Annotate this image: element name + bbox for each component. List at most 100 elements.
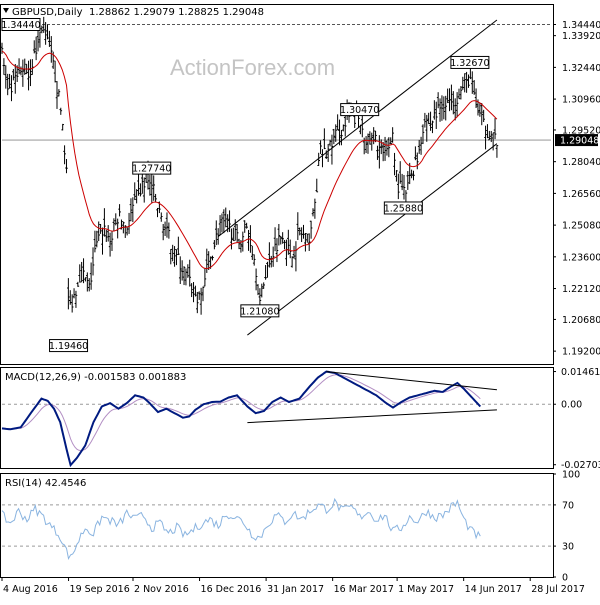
- last-price-label: 1.29048: [560, 136, 599, 147]
- rsi-title: RSI(14) 42.4546: [5, 478, 86, 489]
- rsi-y-label: 30: [562, 542, 574, 553]
- price-bar: [457, 88, 461, 100]
- price-y-label: 1.20680: [562, 315, 600, 326]
- price-y-label: 1.28040: [562, 157, 600, 168]
- price-bar: [495, 145, 499, 158]
- price-bar: [95, 230, 99, 248]
- macd-trendline: [247, 409, 497, 424]
- price-bar: [80, 261, 83, 283]
- price-bar: [330, 134, 334, 165]
- price-bar: [230, 228, 233, 250]
- rsi-y-label: 70: [562, 500, 574, 511]
- price-bar: [10, 75, 13, 102]
- price-y-label: 1.33920: [562, 31, 600, 42]
- price-bar: [275, 238, 279, 263]
- price-bar: [489, 130, 493, 143]
- ohlc-header: 1.28862 1.29079 1.28825 1.29048: [89, 7, 264, 18]
- price-bar: [252, 254, 256, 266]
- price-bar: [271, 246, 275, 267]
- price-bar: [34, 36, 38, 61]
- price-bar: [461, 76, 465, 90]
- price-bar: [279, 236, 283, 245]
- price-bar: [222, 209, 226, 234]
- price-bar: [243, 220, 247, 233]
- price-bar: [218, 215, 222, 236]
- price-bar: [29, 59, 32, 87]
- price-bar: [156, 207, 159, 218]
- price-bar: [419, 136, 423, 155]
- price-bar: [55, 81, 59, 109]
- price-bar: [484, 125, 487, 150]
- rsi-layer: [1, 497, 481, 561]
- price-bar: [285, 239, 288, 266]
- price-y-label: 1.29520: [562, 125, 600, 136]
- price-bar: [463, 73, 466, 93]
- price-bar: [478, 102, 482, 117]
- annotation-label: 1.19460: [49, 341, 88, 352]
- price-annotation: 1.30470: [340, 103, 379, 117]
- price-bar: [106, 225, 110, 242]
- price-bar: [188, 259, 192, 287]
- price-bar: [101, 227, 104, 255]
- x-tick-label: 16 Mar 2017: [334, 584, 394, 595]
- price-bar: [103, 208, 106, 237]
- price-bar: [171, 244, 174, 262]
- price-bar: [61, 123, 64, 131]
- price-bar: [167, 222, 171, 239]
- price-bar: [0, 42, 4, 54]
- price-bar: [2, 58, 6, 75]
- price-bar: [277, 224, 281, 246]
- price-bar: [194, 285, 197, 297]
- price-bar: [36, 27, 40, 52]
- price-bar: [154, 193, 157, 202]
- price-bar: [15, 65, 19, 82]
- price-bar: [50, 36, 53, 63]
- x-tick-label: 4 Aug 2016: [3, 584, 58, 595]
- price-annotation: 1.32670: [450, 55, 490, 69]
- price-bar: [27, 60, 30, 91]
- price-bar: [262, 282, 265, 289]
- price-bar: [287, 229, 290, 255]
- price-bar: [235, 224, 239, 243]
- price-bar: [467, 74, 470, 88]
- price-bar: [400, 173, 404, 191]
- price-bar: [336, 114, 339, 131]
- rsi-panel-frame: [0, 473, 554, 578]
- last-price-box: [555, 134, 598, 147]
- price-bar: [385, 140, 389, 156]
- price-bar: [256, 284, 260, 296]
- price-bar: [32, 40, 36, 54]
- price-bar: [182, 266, 186, 286]
- price-bar: [89, 262, 93, 290]
- price-bar: [486, 124, 489, 139]
- price-bar: [391, 127, 394, 143]
- price-bar: [268, 242, 271, 268]
- price-bar: [342, 124, 345, 132]
- price-bar: [465, 71, 468, 93]
- price-bar: [425, 114, 429, 142]
- price-bar: [159, 212, 163, 222]
- price-y-label: 1.32440: [562, 63, 600, 74]
- price-bar: [13, 64, 17, 94]
- price-bar: [431, 120, 434, 134]
- price-bar: [334, 124, 338, 142]
- price-bar: [40, 25, 44, 34]
- price-bar: [324, 150, 328, 160]
- price-bar: [82, 258, 85, 284]
- price-bar: [46, 24, 49, 40]
- price-bar: [135, 189, 138, 204]
- x-tick-label: 28 Jul 2017: [531, 584, 585, 595]
- macd-y-label: -0.027031: [561, 460, 600, 471]
- price-bar: [410, 169, 413, 179]
- price-bar: [266, 261, 269, 278]
- annotation-box: [240, 304, 280, 318]
- price-bar: [232, 227, 235, 242]
- price-bar: [137, 171, 140, 196]
- price-bar: [415, 152, 419, 170]
- price-bar: [273, 227, 277, 252]
- price-bar: [434, 101, 438, 129]
- rsi-y-label: 0: [562, 573, 568, 584]
- x-tick-label: 1 May 2017: [398, 584, 454, 595]
- price-bar: [353, 113, 357, 129]
- price-layer: 1.34440 1.19460 1.27740 1.21080 1.30470 1.258…: [0, 16, 499, 353]
